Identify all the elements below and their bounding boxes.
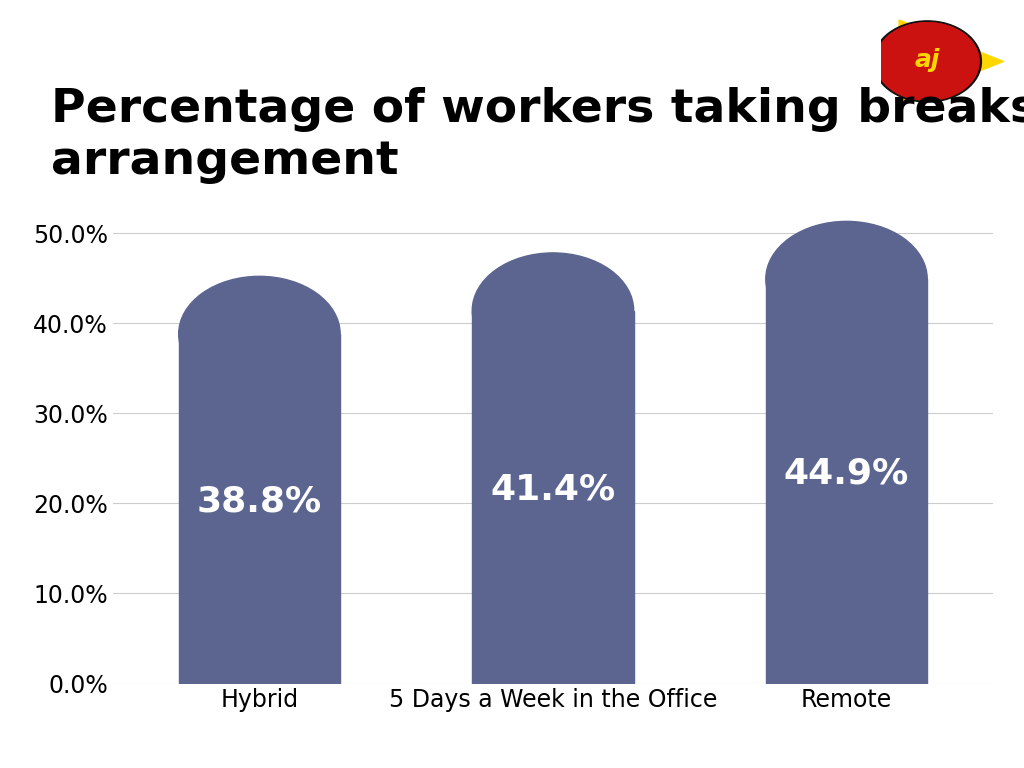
- Circle shape: [876, 23, 979, 100]
- Ellipse shape: [766, 221, 928, 336]
- Ellipse shape: [472, 253, 634, 368]
- Text: 38.8%: 38.8%: [197, 485, 322, 518]
- Circle shape: [876, 23, 979, 100]
- Text: Percentage of workers taking breaks by work
arrangement: Percentage of workers taking breaks by w…: [51, 88, 1024, 184]
- Text: 44.9%: 44.9%: [784, 456, 909, 490]
- Polygon shape: [899, 20, 1004, 103]
- Bar: [472, 310, 634, 684]
- Ellipse shape: [178, 276, 340, 392]
- Bar: [178, 334, 340, 684]
- Circle shape: [873, 21, 981, 102]
- Text: 41.4%: 41.4%: [490, 472, 615, 507]
- Bar: [766, 279, 928, 684]
- Text: aj: aj: [914, 48, 940, 71]
